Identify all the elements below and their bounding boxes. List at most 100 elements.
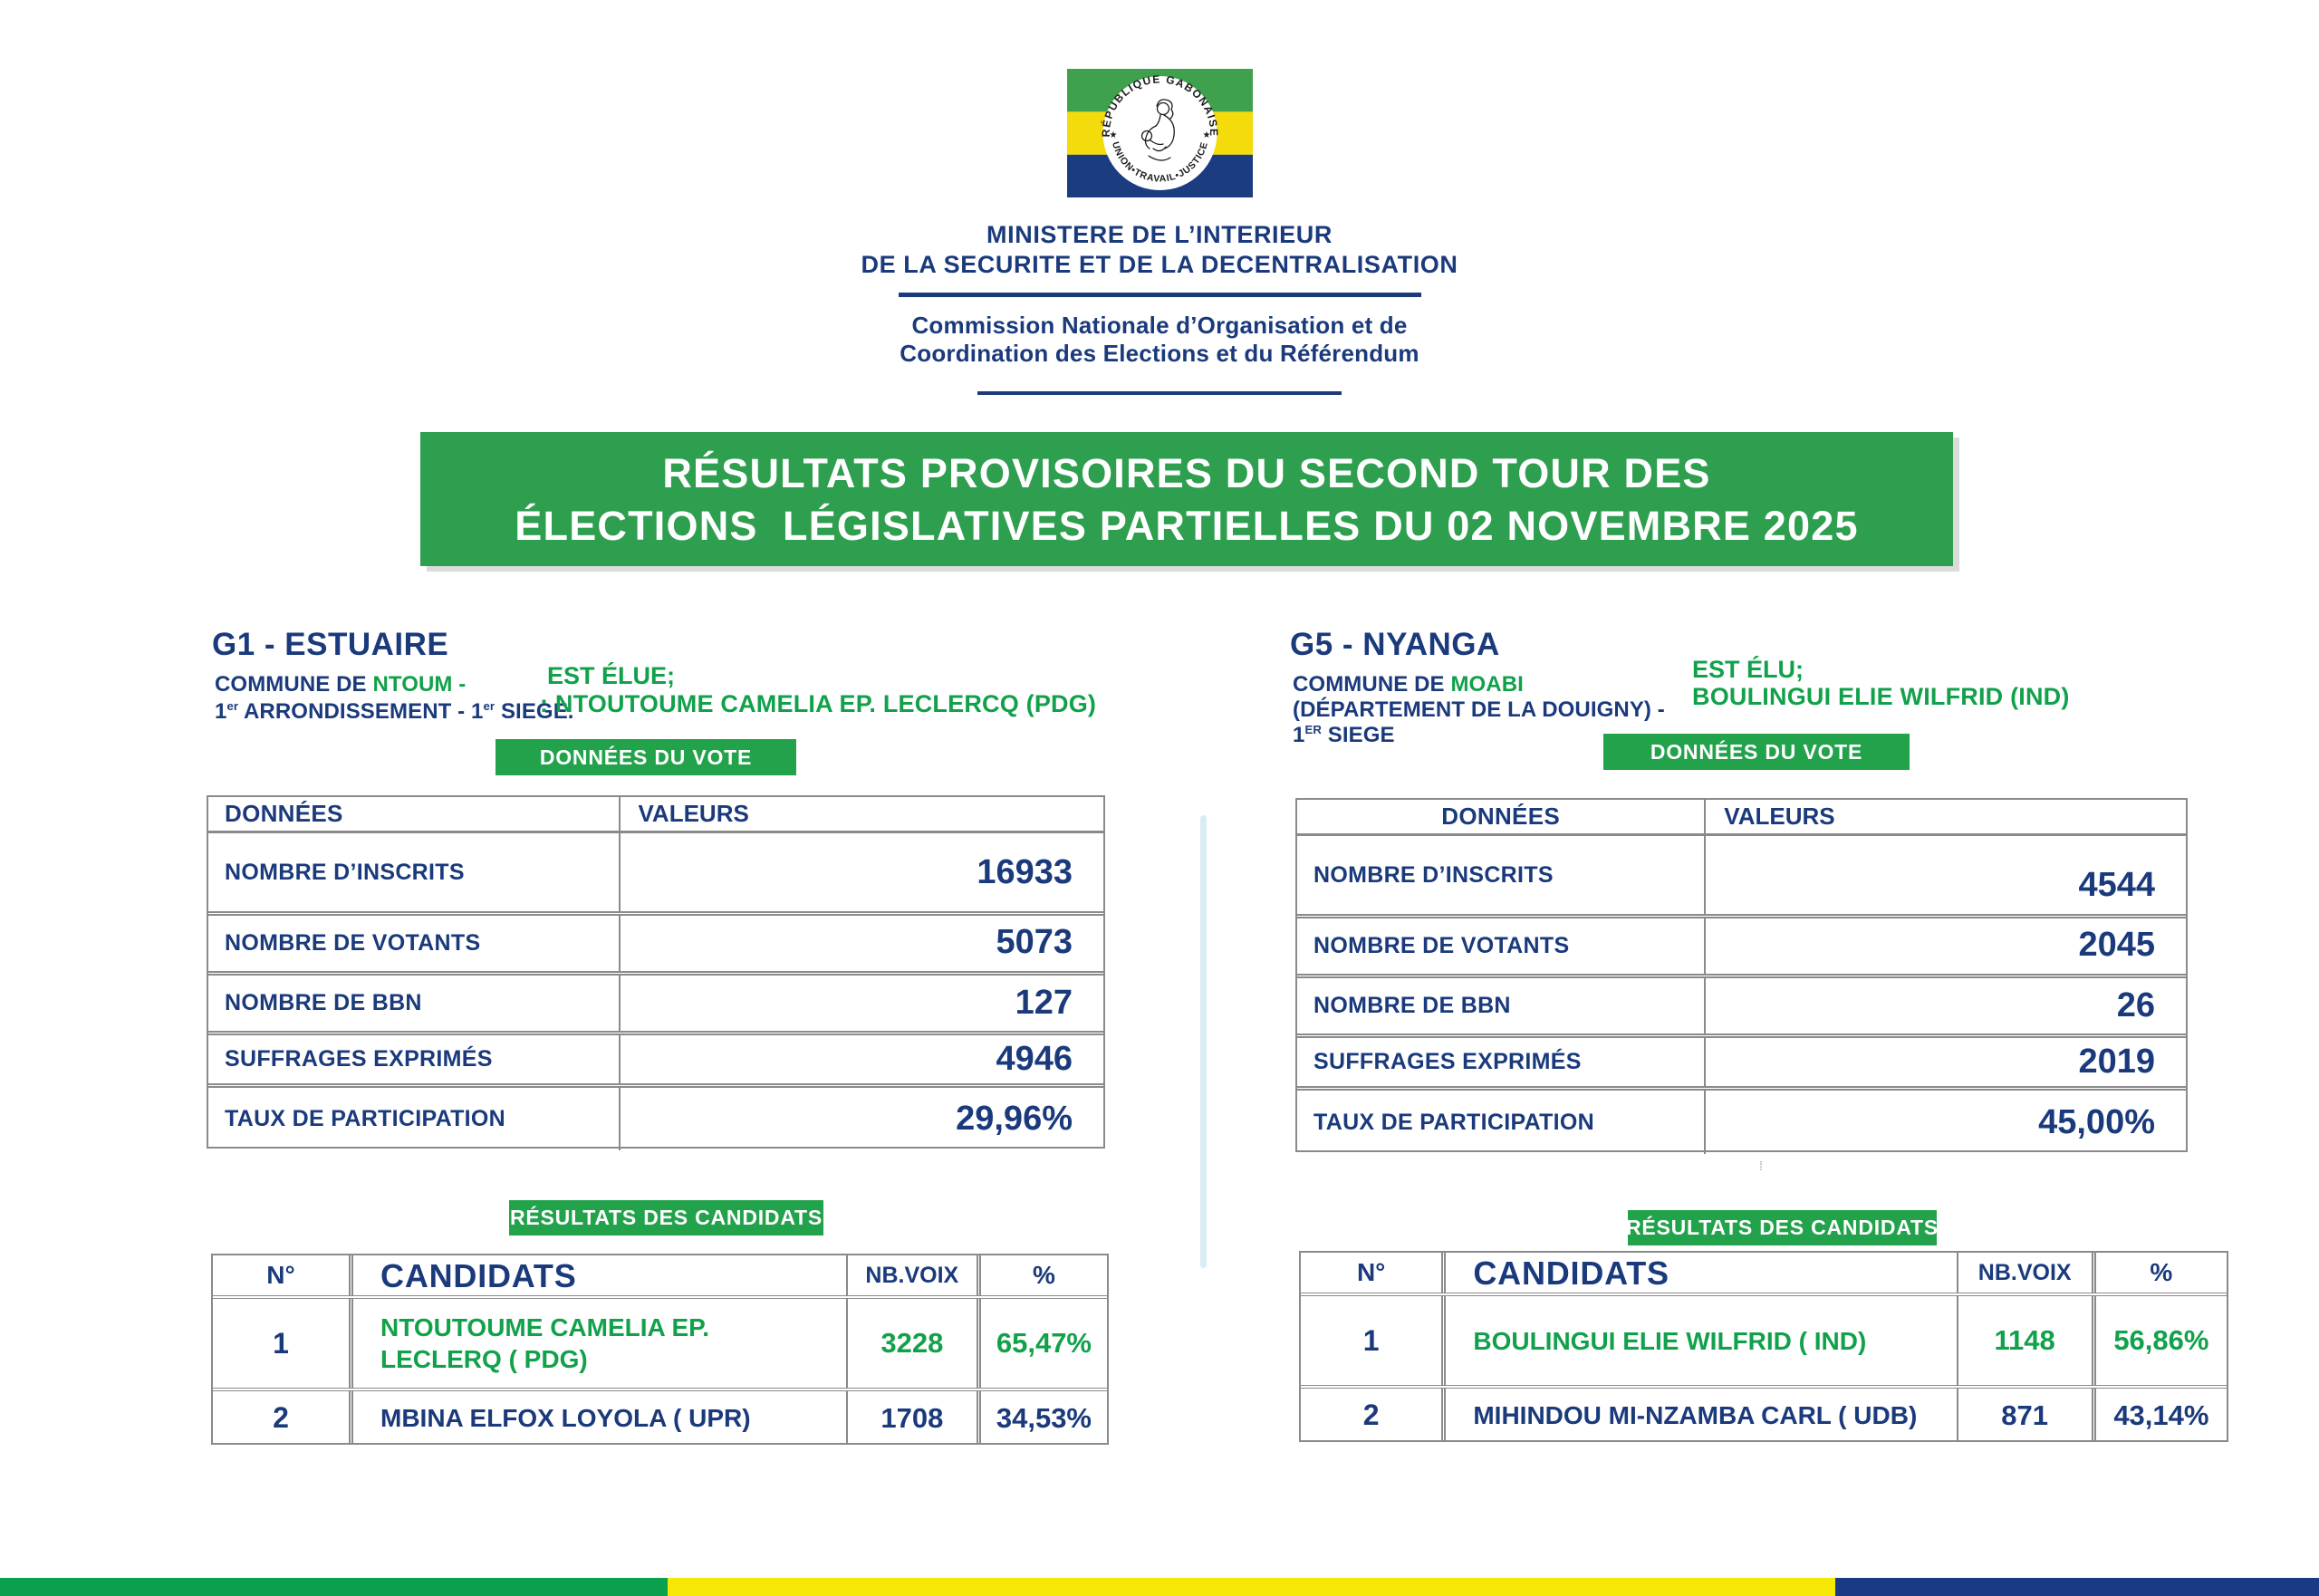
banner-line-1: RÉSULTATS PROVISOIRES DU SECOND TOUR DES	[662, 450, 1711, 496]
bar-segment-yellow	[668, 1578, 1835, 1596]
header-divider-2	[977, 391, 1342, 395]
results-badge-g5: RÉSULTATS DES CANDIDATS	[1626, 1210, 1938, 1245]
stray-scan-mark: ⁞	[1759, 1159, 1763, 1173]
table-row: NOMBRE D’INSCRITS 4544	[1297, 836, 2186, 914]
candidates-table-g5: N° CANDIDATS NB.VOIX % 1 BOULINGUI ELIE …	[1299, 1251, 2228, 1442]
col-header-num: N°	[1356, 1258, 1386, 1286]
candidate-number: 2	[273, 1401, 289, 1434]
seat-text-part: ARRONDISSEMENT - 1	[238, 699, 484, 724]
commune-name: NTOUM -	[372, 672, 467, 697]
candidate-row-winner: 1 BOULINGUI ELIE WILFRID ( IND) 1148 56,…	[1301, 1296, 2227, 1385]
elected-label-g5: EST ÉLU;	[1692, 656, 1804, 683]
table-header-row: DONNÉES VALEURS	[208, 797, 1103, 833]
row-value: 2045	[1704, 918, 2186, 974]
commission-title: Commission Nationale d’Organisation et d…	[0, 312, 2319, 368]
seat-text-part: SIEGE.	[495, 699, 574, 724]
ministry-line-2: DE LA SECURITE ET DE LA DECENTRALISATION	[861, 251, 1458, 278]
row-label: NOMBRE D’INSCRITS	[225, 859, 465, 885]
row-value: 16933	[618, 833, 1104, 911]
row-value: 4544	[1704, 836, 2186, 914]
candidate-name: MBINA ELFOX LOYOLA ( UPR)	[349, 1391, 846, 1445]
star-right-icon: ★	[1202, 130, 1210, 140]
seal-circle	[1102, 76, 1217, 190]
candidates-table-g1: N° CANDIDATS NB.VOIX % 1 NTOUTOUME CAMEL…	[211, 1254, 1109, 1445]
row-value: 4946	[618, 1035, 1104, 1083]
seat-text-part: 1	[1293, 723, 1305, 747]
col-header-pct: %	[2091, 1253, 2227, 1293]
bar-segment-green	[0, 1578, 668, 1596]
row-label: NOMBRE DE VOTANTS	[225, 930, 481, 956]
seat-text-part: 1	[215, 699, 227, 724]
vote-data-table-g1: DONNÉES VALEURS NOMBRE D’INSCRITS 16933 …	[207, 795, 1105, 1150]
row-value: 26	[1704, 978, 2186, 1034]
vote-data-badge-g5: DONNÉES DU VOTE	[1603, 734, 1910, 770]
table-header-row: N° CANDIDATS NB.VOIX %	[213, 1255, 1107, 1299]
candidate-name: NTOUTOUME CAMELIA EP. LECLERQ ( PDG)	[349, 1299, 846, 1388]
candidate-votes: 1148	[1956, 1296, 2092, 1385]
seat-sup-part: ER	[1304, 723, 1322, 736]
table-row: SUFFRAGES EXPRIMÉS 2019	[1297, 1034, 2186, 1086]
table-row: NOMBRE DE BBN 26	[1297, 974, 2186, 1034]
candidate-number: 2	[1362, 1399, 1380, 1431]
col-header-voix: NB.VOIX	[845, 1255, 977, 1295]
col-header-valeurs: VALEURS	[1704, 800, 2186, 833]
table-row: SUFFRAGES EXPRIMÉS 4946	[208, 1031, 1103, 1083]
row-value: 29,96%	[618, 1088, 1104, 1150]
department-line-g5: (DÉPARTEMENT DE LA DOUIGNY) -	[1293, 697, 1665, 722]
bottom-tricolor-bar	[0, 1578, 2319, 1596]
col-header-pct: %	[976, 1255, 1107, 1295]
commune-prefix: COMMUNE DE	[1293, 672, 1451, 697]
row-value: 45,00%	[1704, 1091, 2186, 1154]
row-label: NOMBRE DE BBN	[1313, 993, 1511, 1018]
seat-sup-part: er	[483, 699, 496, 713]
row-label: SUFFRAGES EXPRIMÉS	[1313, 1049, 1582, 1074]
header-divider-1	[898, 293, 1421, 297]
elected-name-g5: BOULINGUI ELIE WILFRID (IND)	[1692, 683, 2070, 710]
candidate-percent: 43,14%	[2091, 1389, 2227, 1442]
candidate-name: MIHINDOU MI-NZAMBA CARL ( UDB)	[1441, 1389, 1956, 1442]
results-badge-g1: RÉSULTATS DES CANDIDATS	[509, 1200, 823, 1235]
star-left-icon: ★	[1109, 130, 1117, 140]
col-header-voix: NB.VOIX	[1956, 1253, 2092, 1293]
row-label: TAUX DE PARTICIPATION	[225, 1106, 505, 1131]
seat-sup-part: er	[226, 699, 239, 713]
section-title-g1-estuaire: G1 - ESTUAIRE	[212, 627, 449, 662]
table-row: NOMBRE D’INSCRITS 16933	[208, 833, 1103, 911]
commune-prefix: COMMUNE DE	[215, 672, 373, 697]
candidate-row: 2 MBINA ELFOX LOYOLA ( UPR) 1708 34,53%	[213, 1388, 1107, 1445]
vote-data-badge-g1: DONNÉES DU VOTE	[496, 739, 796, 775]
banner-line-2: ÉLECTIONS LÉGISLATIVES PARTIELLES DU 02 …	[515, 503, 1859, 549]
candidate-percent: 34,53%	[976, 1391, 1107, 1445]
column-divider-line	[1200, 815, 1207, 1268]
candidate-number: 1	[273, 1326, 289, 1360]
candidate-votes: 1708	[845, 1391, 977, 1445]
seat-text-part: SIEGE	[1321, 723, 1395, 747]
commune-line-g5: COMMUNE DE MOABI	[1293, 672, 1524, 697]
commission-line-2: Coordination des Elections et du Référen…	[900, 340, 1419, 367]
table-header-row: N° CANDIDATS NB.VOIX %	[1301, 1253, 2227, 1296]
row-value: 127	[618, 976, 1104, 1031]
col-header-valeurs: VALEURS	[618, 797, 1104, 831]
row-label: TAUX DE PARTICIPATION	[1313, 1109, 1594, 1135]
vote-data-table-g5: DONNÉES VALEURS NOMBRE D’INSCRITS 4544 N…	[1295, 798, 2188, 1154]
commune-line-g1: COMMUNE DE NTOUM -	[215, 672, 466, 697]
col-header-name: CANDIDATS	[1441, 1253, 1956, 1293]
row-label: SUFFRAGES EXPRIMÉS	[225, 1046, 493, 1072]
candidate-votes: 3228	[845, 1299, 977, 1388]
ministry-line-1: MINISTERE DE L’INTERIEUR	[986, 221, 1333, 248]
candidate-name: BOULINGUI ELIE WILFRID ( IND)	[1441, 1296, 1956, 1385]
row-value: 2019	[1704, 1038, 2186, 1086]
bar-segment-navy	[1835, 1578, 2319, 1596]
col-header-donnees: DONNÉES	[1441, 803, 1560, 830]
candidate-row-winner: 1 NTOUTOUME CAMELIA EP. LECLERQ ( PDG) 3…	[213, 1299, 1107, 1388]
table-row: NOMBRE DE VOTANTS 2045	[1297, 914, 2186, 974]
gabon-coat-of-arms: RÉPUBLIQUE GABONAISE UNION•TRAVAIL•JUSTI…	[1066, 69, 1253, 197]
candidate-number: 1	[1362, 1323, 1380, 1357]
col-header-name: CANDIDATS	[349, 1255, 846, 1295]
col-header-num: N°	[266, 1261, 295, 1289]
candidate-row: 2 MIHINDOU MI-NZAMBA CARL ( UDB) 871 43,…	[1301, 1385, 2227, 1442]
table-row: NOMBRE DE VOTANTS 5073	[208, 911, 1103, 971]
table-row: NOMBRE DE BBN 127	[208, 971, 1103, 1031]
elected-name-g1: : NTOUTOUME CAMELIA EP. LECLERCQ (PDG)	[540, 690, 1097, 717]
